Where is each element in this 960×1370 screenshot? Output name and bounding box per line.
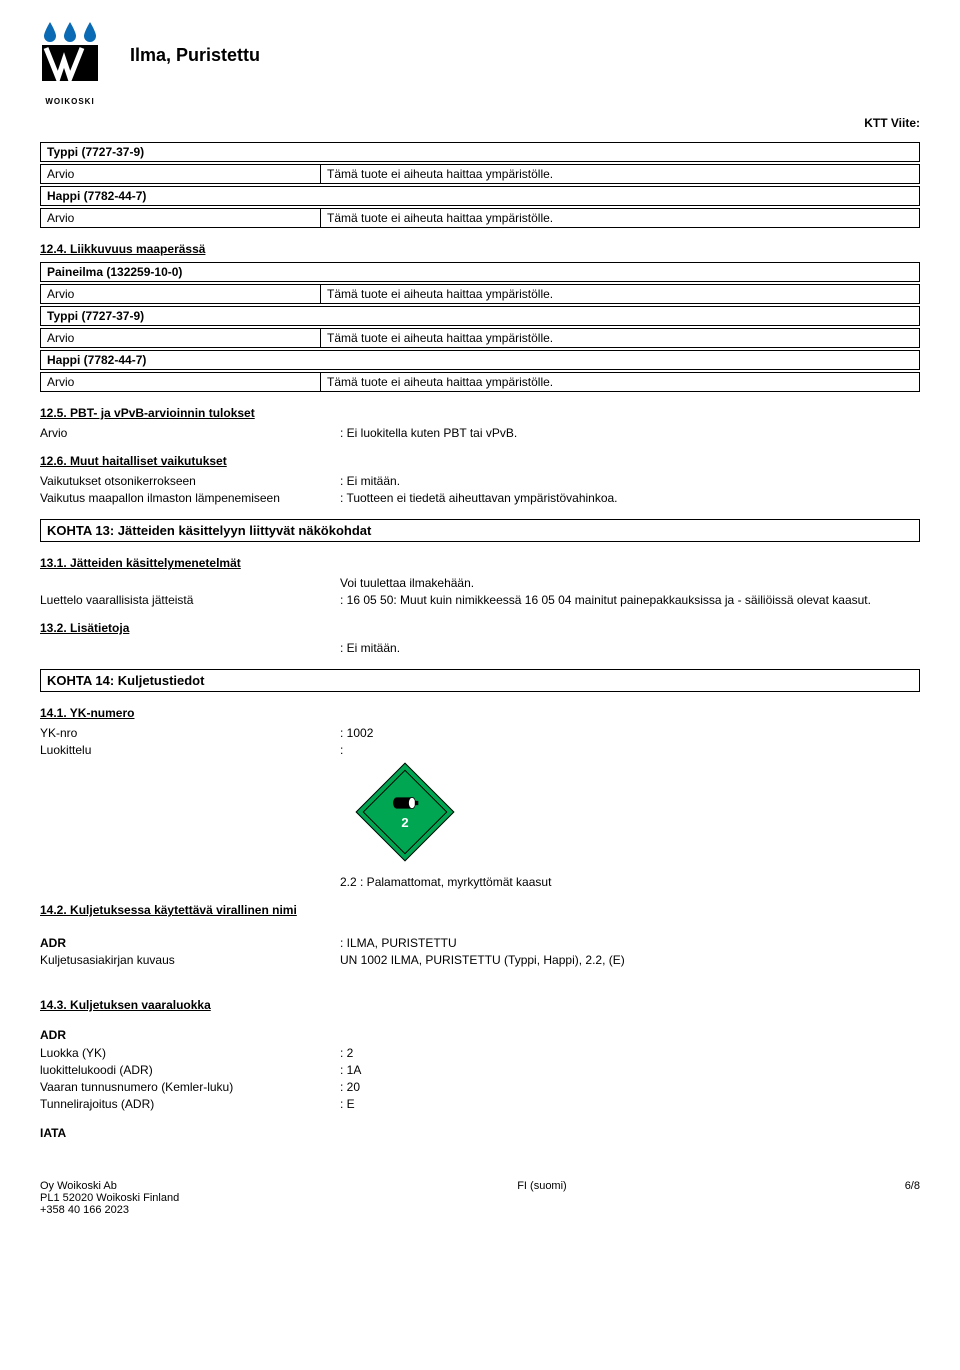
footer-page-number: 6/8 (905, 1180, 920, 1216)
kv-row: ADR : ILMA, PURISTETTU (40, 936, 920, 950)
kv-row: luokittelukoodi (ADR): 1A (40, 1063, 920, 1077)
document-title: Ilma, Puristettu (130, 45, 260, 66)
kv-key: YK-nro (40, 726, 340, 740)
substance-header-row: Happi (7782-44-7) (40, 186, 920, 206)
kv-row: Vaaran tunnusnumero (Kemler-luku): 20 (40, 1080, 920, 1094)
kv-key (40, 641, 340, 655)
adr-value: : ILMA, PURISTETTU (340, 936, 920, 950)
woikoski-logo-icon (40, 20, 100, 92)
substance-header-row: Typpi (7727-37-9) (40, 306, 920, 326)
substance-label: Typpi (7727-37-9) (41, 143, 920, 162)
kv-value: : 1002 (340, 726, 920, 740)
kv-key: Tunnelirajoitus (ADR) (40, 1097, 340, 1111)
substance-label: Happi (7782-44-7) (41, 187, 920, 206)
section-13-2-title: 13.2. Lisätietoja (40, 621, 920, 635)
kv-row: Arvio : Ei luokitella kuten PBT tai vPvB… (40, 426, 920, 440)
substance-header-row: Typpi (7727-37-9) (40, 142, 920, 162)
section-14-3-title: 14.3. Kuljetuksen vaaraluokka (40, 998, 920, 1012)
kv-value: : 1A (340, 1063, 920, 1077)
assessment-value: Tämä tuote ei aiheuta haittaa ympäristöl… (321, 285, 920, 304)
kv-key: Arvio (40, 426, 340, 440)
assessment-key: Arvio (41, 373, 321, 392)
colon: : (340, 743, 343, 757)
assessment-row: ArvioTämä tuote ei aiheuta haittaa ympär… (40, 164, 920, 184)
hazard-number: 2 (401, 815, 408, 830)
kv-key: Luokka (YK) (40, 1046, 340, 1060)
substance-label: Paineilma (132259-10-0) (41, 263, 920, 282)
kv-key: Vaikutukset otsonikerrokseen (40, 474, 340, 488)
footer-left: Oy Woikoski Ab PL1 52020 Woikoski Finlan… (40, 1180, 179, 1216)
kv-row: Tunnelirajoitus (ADR): E (40, 1097, 920, 1111)
kv-value: : 2 (340, 1046, 920, 1060)
kv-row: Voi tuulettaa ilmakehään. (40, 576, 920, 590)
hazard-description: 2.2 : Palamattomat, myrkyttömät kaasut (340, 875, 920, 889)
adr-label: ADR (40, 936, 340, 950)
substance-header-row: Happi (7782-44-7) (40, 350, 920, 370)
assessment-value: Tämä tuote ei aiheuta haittaa ympäristöl… (321, 329, 920, 348)
kv-key: Vaaran tunnusnumero (Kemler-luku) (40, 1080, 340, 1094)
iata-subheading: IATA (40, 1126, 920, 1140)
kv-row: Luokka (YK): 2 (40, 1046, 920, 1060)
footer-address: PL1 52020 Woikoski Finland (40, 1192, 179, 1204)
footer-center: FI (suomi) (517, 1180, 567, 1216)
assessment-key: Arvio (41, 165, 321, 184)
kohta-14-heading: KOHTA 14: Kuljetustiedot (40, 669, 920, 692)
kv-value: : 16 05 50: Muut kuin nimikkeessä 16 05 … (340, 593, 920, 607)
substance-label: Happi (7782-44-7) (41, 351, 920, 370)
assessment-row: ArvioTämä tuote ei aiheuta haittaa ympär… (40, 208, 920, 228)
gas-cylinder-icon (391, 795, 419, 811)
section-12-6-title: 12.6. Muut haitalliset vaikutukset (40, 454, 920, 468)
section-14-1-title: 14.1. YK-numero (40, 706, 920, 720)
kv-row: Vaikutus maapallon ilmaston lämpenemisee… (40, 491, 920, 505)
kv-value: : Ei luokitella kuten PBT tai vPvB. (340, 426, 920, 440)
footer-phone: +358 40 166 2023 (40, 1204, 179, 1216)
kv-row: Luettelo vaarallisista jätteistä : 16 05… (40, 593, 920, 607)
footer-company: Oy Woikoski Ab (40, 1180, 179, 1192)
kv-value: Voi tuulettaa ilmakehään. (340, 576, 920, 590)
assessment-key: Arvio (41, 209, 321, 228)
section-12-4-title: 12.4. Liikkuvuus maaperässä (40, 242, 920, 256)
kv-value: : 2 2.2 : Palamattomat, myrkyttömät kaas… (340, 743, 920, 889)
kv-value: : E (340, 1097, 920, 1111)
section-14-2-title: 14.2. Kuljetuksessa käytettävä viralline… (40, 903, 920, 917)
company-name: WOIKOSKI (40, 97, 100, 106)
kv-key: Luettelo vaarallisista jätteistä (40, 593, 340, 607)
kv-value: : Tuotteen ei tiedetä aiheuttavan ympäri… (340, 491, 920, 505)
assessment-value: Tämä tuote ei aiheuta haittaa ympäristöl… (321, 209, 920, 228)
substance-label: Typpi (7727-37-9) (41, 307, 920, 326)
kv-row: YK-nro : 1002 (40, 726, 920, 740)
section-13-1-title: 13.1. Jätteiden käsittelymenetelmät (40, 556, 920, 570)
hazard-class-2-diamond-icon: 2 (356, 763, 455, 862)
assessment-row: ArvioTämä tuote ei aiheuta haittaa ympär… (40, 328, 920, 348)
kv-key: luokittelukoodi (ADR) (40, 1063, 340, 1077)
section-12-5-title: 12.5. PBT- ja vPvB-arvioinnin tulokset (40, 406, 920, 420)
adr-subheading: ADR (40, 1028, 920, 1042)
substance-header-row: Paineilma (132259-10-0) (40, 262, 920, 282)
assessment-row: ArvioTämä tuote ei aiheuta haittaa ympär… (40, 284, 920, 304)
kohta-13-heading: KOHTA 13: Jätteiden käsittelyyn liittyvä… (40, 519, 920, 542)
kv-row: Vaikutukset otsonikerrokseen : Ei mitään… (40, 474, 920, 488)
kv-row: Luokittelu : 2 2.2 : Palamattomat, myrky… (40, 743, 920, 889)
assessment-key: Arvio (41, 329, 321, 348)
kv-value: : Ei mitään. (340, 641, 920, 655)
assessment-key: Arvio (41, 285, 321, 304)
kv-value: : Ei mitään. (340, 474, 920, 488)
kv-row: Kuljetusasiakirjan kuvaus UN 1002 ILMA, … (40, 953, 920, 967)
kv-key: Luokittelu (40, 743, 340, 757)
kv-key: Vaikutus maapallon ilmaston lämpenemisee… (40, 491, 340, 505)
kv-row: : Ei mitään. (40, 641, 920, 655)
page-footer: Oy Woikoski Ab PL1 52020 Woikoski Finlan… (40, 1180, 920, 1216)
ktt-reference: KTT Viite: (40, 116, 920, 130)
assessment-value: Tämä tuote ei aiheuta haittaa ympäristöl… (321, 165, 920, 184)
kv-key (40, 576, 340, 590)
assessment-value: Tämä tuote ei aiheuta haittaa ympäristöl… (321, 373, 920, 392)
kv-value: : 20 (340, 1080, 920, 1094)
kv-value: UN 1002 ILMA, PURISTETTU (Typpi, Happi),… (340, 953, 920, 967)
kv-key: Kuljetusasiakirjan kuvaus (40, 953, 340, 967)
company-logo: WOIKOSKI (40, 20, 100, 106)
document-header: WOIKOSKI Ilma, Puristettu (40, 20, 920, 106)
assessment-row: ArvioTämä tuote ei aiheuta haittaa ympär… (40, 372, 920, 392)
